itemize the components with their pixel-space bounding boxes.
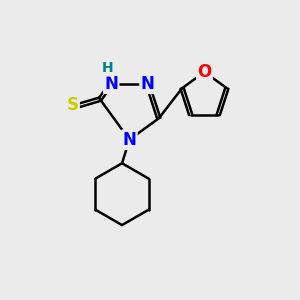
Text: O: O (197, 63, 212, 81)
Text: S: S (67, 96, 79, 114)
Text: N: N (122, 131, 136, 149)
Text: N: N (141, 75, 154, 93)
Text: N: N (104, 75, 118, 93)
Text: H: H (102, 61, 113, 76)
